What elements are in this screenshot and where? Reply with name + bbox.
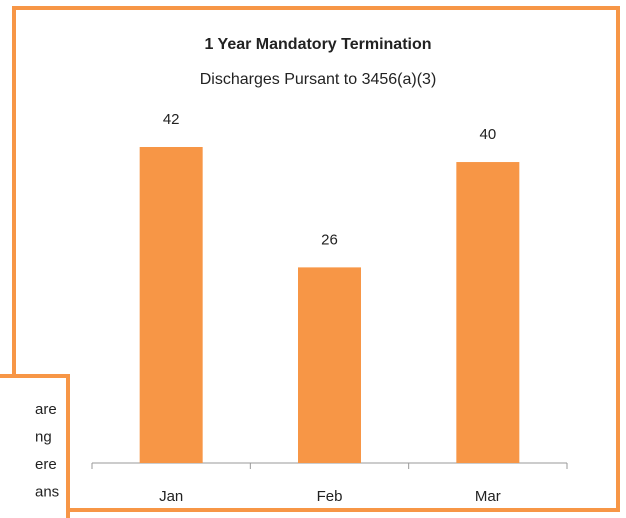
overlay-box: are ng ere ans (0, 374, 70, 518)
chart-subtitle: Discharges Pursant to 3456(a)(3) (200, 71, 437, 88)
bar (298, 267, 361, 463)
overlay-line: are (35, 401, 57, 418)
bar (139, 147, 203, 463)
data-label: 40 (479, 126, 496, 143)
x-tick-label: Feb (317, 488, 343, 505)
bar (456, 162, 520, 464)
data-label: 42 (163, 111, 180, 128)
overlay-line: ere (35, 456, 57, 473)
overlay-frame (0, 374, 70, 518)
overlay-line: ans (35, 483, 59, 500)
overlay-line: ng (35, 428, 52, 445)
chart-title: 1 Year Mandatory Termination (204, 36, 431, 53)
x-tick-label: Mar (475, 488, 501, 505)
data-label: 26 (321, 231, 338, 248)
x-tick-label: Jan (159, 488, 183, 505)
